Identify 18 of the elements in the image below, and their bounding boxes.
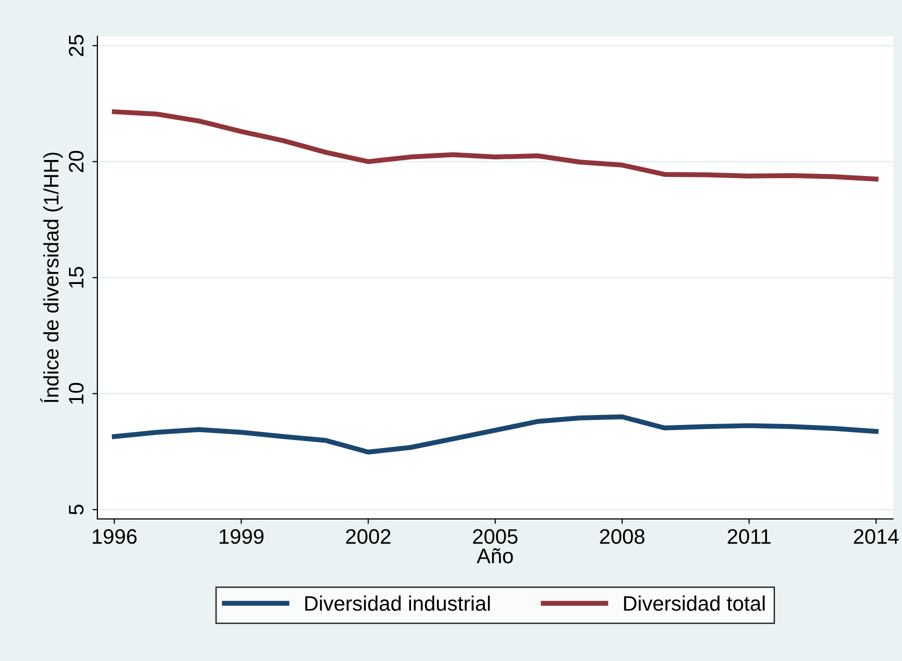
- x-tick-label: 1999: [220, 529, 264, 544]
- y-tick-label: 5: [69, 504, 84, 515]
- y-tick-label: 15: [69, 266, 84, 288]
- y-axis-title: Índice de diversidad (1/HH): [40, 152, 63, 402]
- y-tick-label: 25: [68, 34, 84, 56]
- x-tick-label: 2008: [600, 529, 644, 544]
- legend-label: Diversidad industrial: [305, 596, 490, 611]
- line-series: [112, 414, 878, 455]
- legend-label: Diversidad total: [624, 596, 765, 611]
- x-axis-title: Año: [476, 548, 513, 564]
- x-tick-label: 1996: [92, 529, 137, 544]
- y-tick-label: 20: [68, 150, 84, 172]
- line-series: [112, 109, 878, 182]
- x-tick-label: 2005: [473, 529, 518, 544]
- y-tick-label: 10: [68, 382, 84, 404]
- x-tick-label: 2002: [346, 529, 390, 544]
- x-tick-label: 2011: [728, 529, 770, 544]
- x-tick-label: 2014: [854, 529, 899, 544]
